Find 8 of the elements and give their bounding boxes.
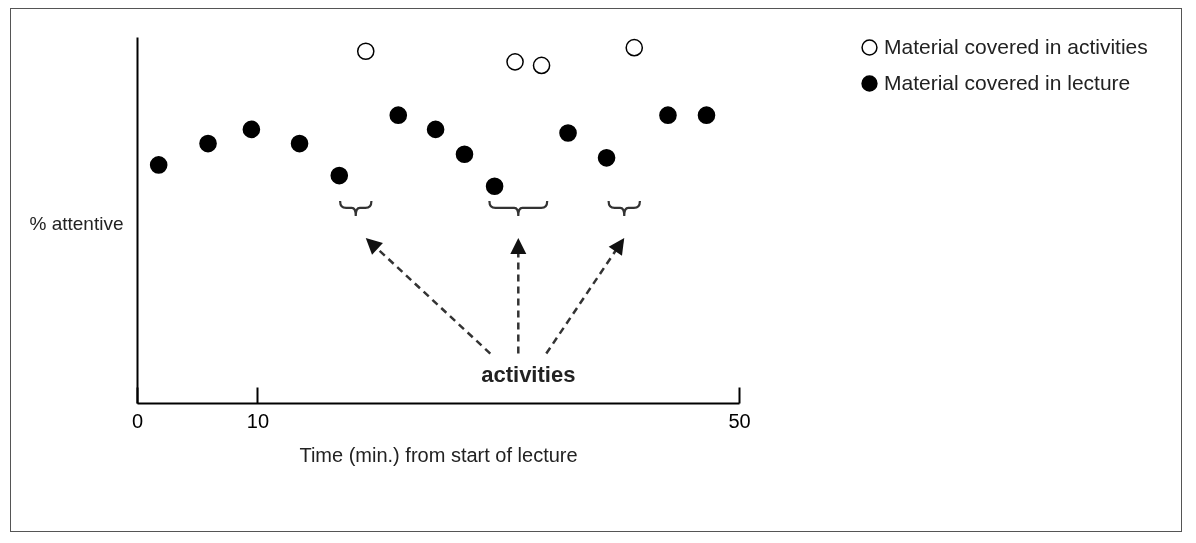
y-axis-title: % attentive [29, 212, 124, 234]
x-tick-label: 10 [246, 409, 270, 432]
legend-label: Material covered in lecture [884, 70, 1131, 94]
x-tick-label: 50 [728, 409, 751, 432]
x-tick-label: 0 [131, 409, 144, 432]
annotation: activities [481, 361, 576, 387]
x-axis-title: Time (min.) from start of lecture [299, 443, 578, 466]
legend-label: Material covered in activities [884, 34, 1148, 58]
